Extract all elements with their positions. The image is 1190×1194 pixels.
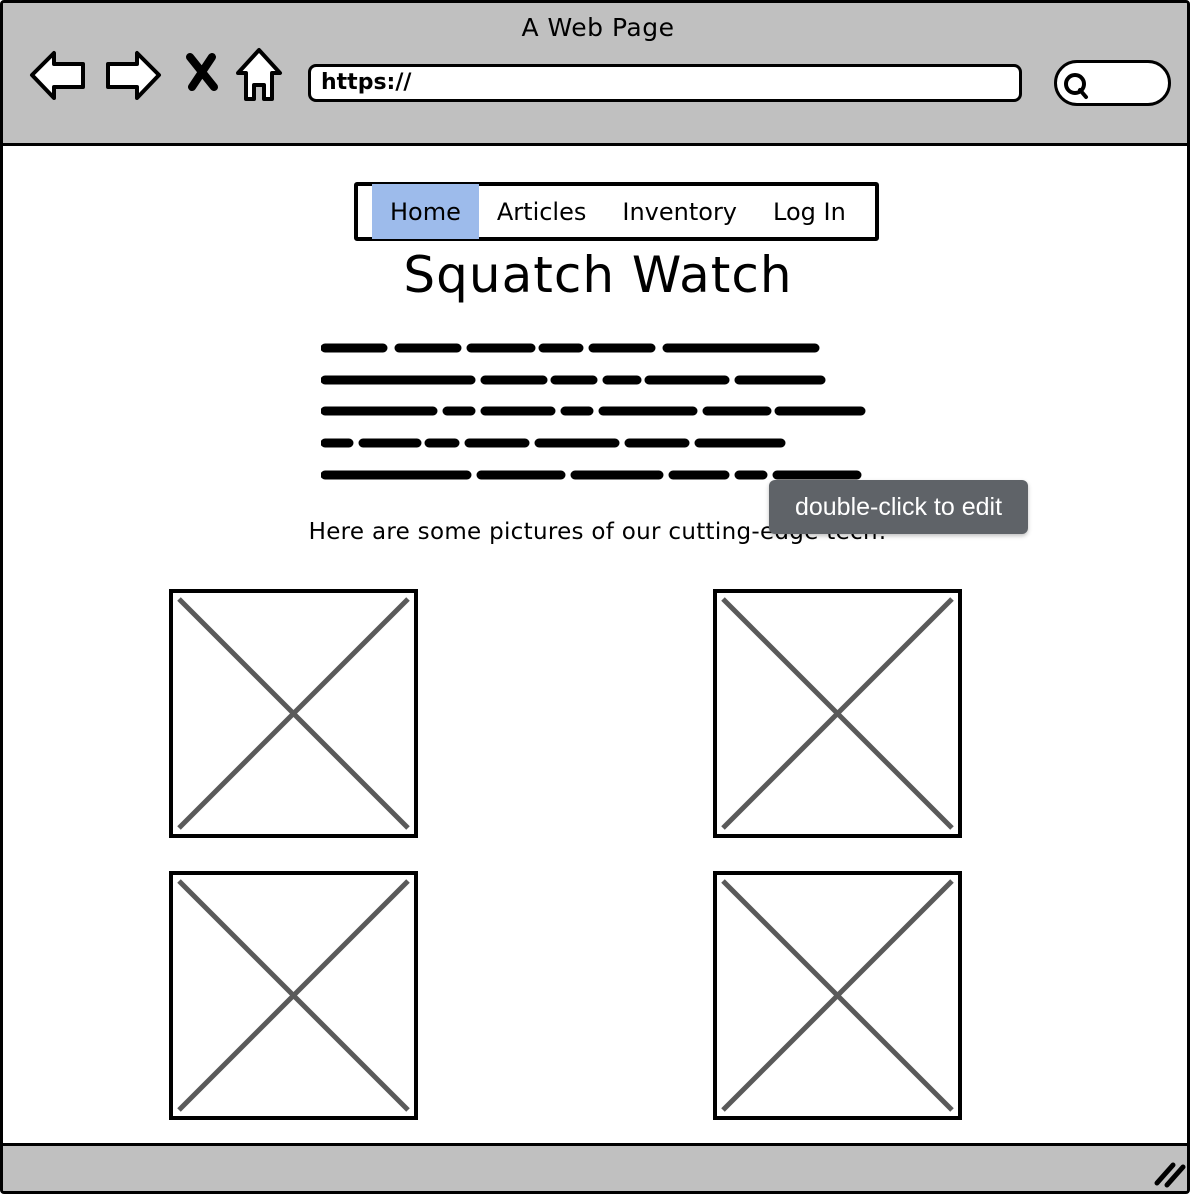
url-input[interactable]: https:// — [308, 64, 1022, 102]
page-title: Squatch Watch — [403, 246, 793, 304]
image-placeholder[interactable] — [169, 589, 418, 838]
search-icon — [1064, 73, 1088, 99]
close-icon[interactable] — [184, 53, 220, 91]
nav-menu: Home Articles Inventory Log In — [354, 182, 879, 241]
browser-toolbar: A Web Page https:// — [3, 3, 1187, 146]
image-placeholder-icon — [177, 597, 410, 830]
menu-item-home[interactable]: Home — [372, 184, 479, 239]
home-icon[interactable] — [234, 47, 284, 103]
menu-item-log-in[interactable]: Log In — [773, 197, 846, 226]
placeholder-text-block — [321, 343, 866, 480]
status-bar — [3, 1143, 1187, 1191]
image-placeholder-icon — [721, 879, 954, 1112]
arrow-right-icon[interactable] — [104, 49, 162, 101]
arrow-left-icon[interactable] — [29, 49, 87, 101]
resize-grip-icon[interactable] — [1153, 1159, 1187, 1189]
image-placeholder[interactable] — [169, 871, 418, 1120]
image-placeholder[interactable] — [713, 589, 962, 838]
search-field[interactable] — [1054, 60, 1171, 106]
image-placeholder[interactable] — [713, 871, 962, 1120]
menu-item-articles[interactable]: Articles — [496, 197, 587, 226]
image-placeholder-icon — [721, 597, 954, 830]
edit-tooltip: double-click to edit — [769, 480, 1028, 534]
menu-item-inventory[interactable]: Inventory — [622, 197, 738, 226]
window-title: A Web Page — [521, 13, 675, 42]
image-placeholder-icon — [177, 879, 410, 1112]
